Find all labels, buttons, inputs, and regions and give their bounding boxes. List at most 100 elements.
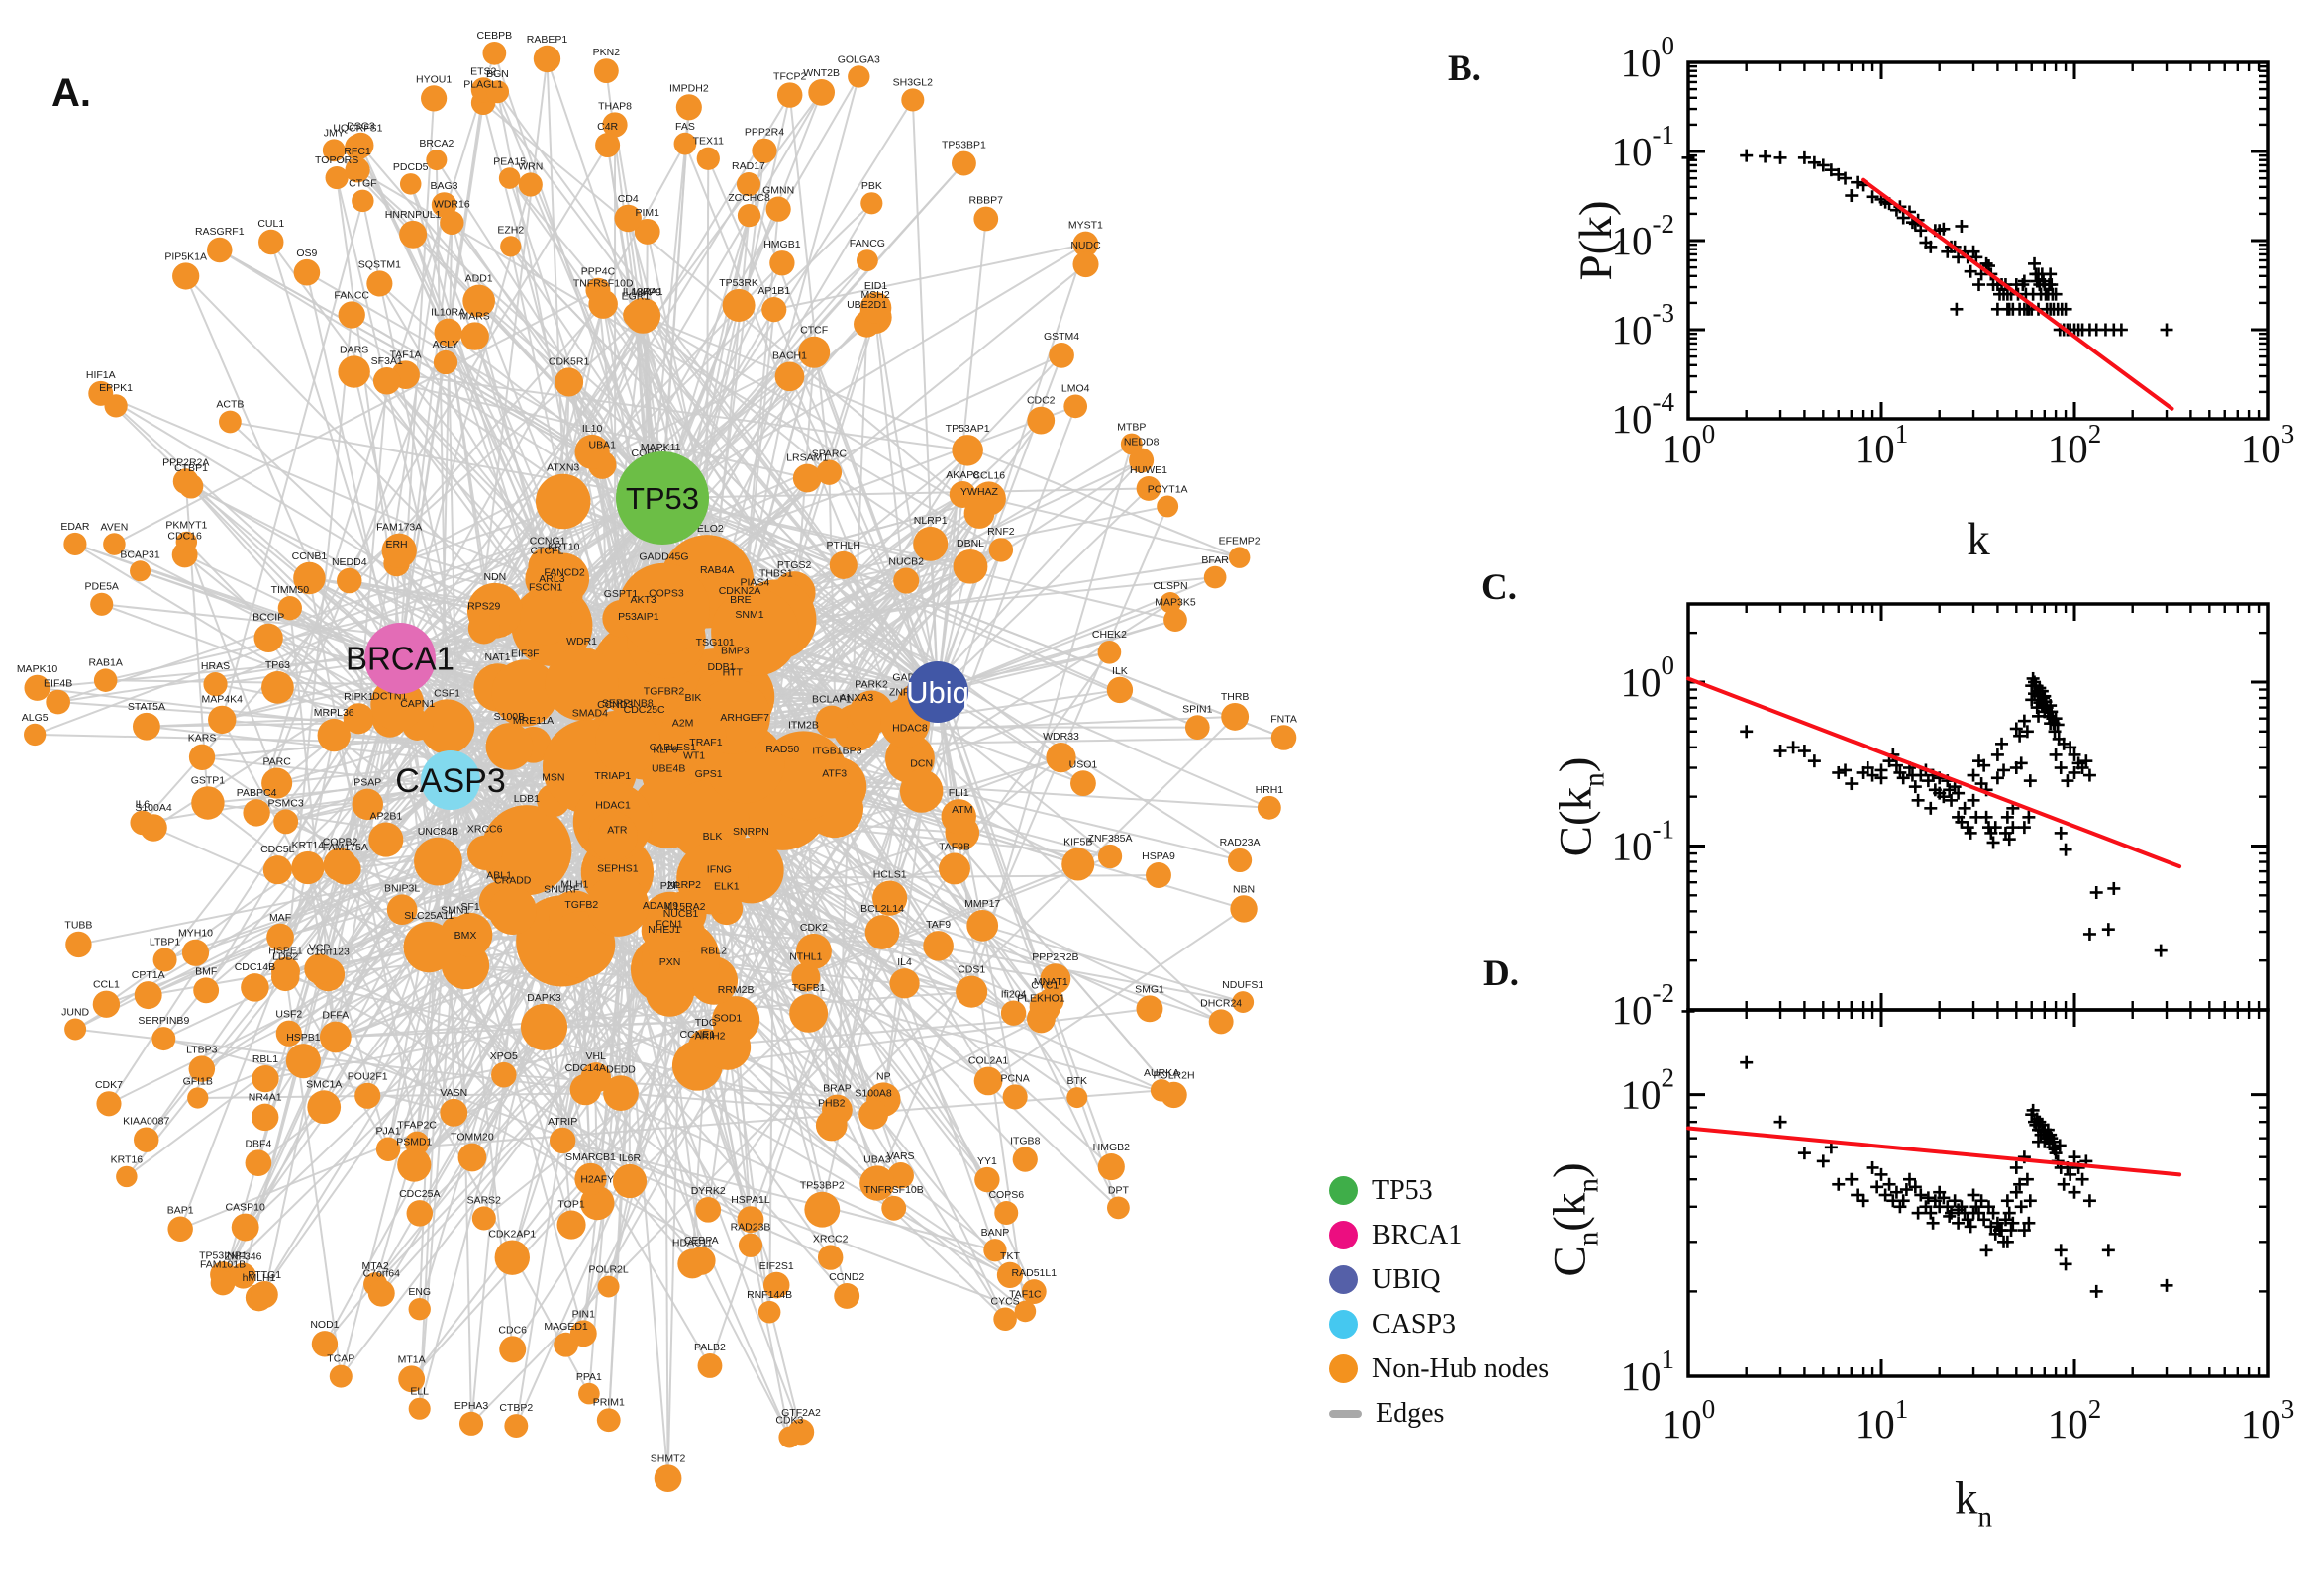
svg-text:ITGB8: ITGB8: [1010, 1135, 1041, 1147]
svg-text:BRE: BRE: [730, 594, 752, 606]
svg-text:TSG101: TSG101: [696, 637, 735, 648]
svg-text:NTHL1: NTHL1: [789, 951, 822, 963]
svg-text:CSF1: CSF1: [434, 687, 460, 699]
svg-text:10-2: 10-2: [1612, 978, 1675, 1033]
svg-text:PPP2R2A: PPP2R2A: [162, 456, 209, 468]
svg-text:DPT: DPT: [1108, 1184, 1130, 1196]
svg-text:SPARC: SPARC: [812, 448, 848, 459]
svg-text:DBF4: DBF4: [245, 1138, 271, 1149]
svg-text:LTBP3: LTBP3: [186, 1044, 217, 1055]
svg-text:EFEMP2: EFEMP2: [1219, 535, 1261, 547]
svg-text:OS9: OS9: [296, 248, 317, 259]
svg-text:ATF3: ATF3: [822, 767, 847, 779]
svg-text:100: 100: [1662, 1394, 1716, 1446]
svg-text:RRM2B: RRM2B: [718, 984, 755, 996]
svg-text:CDC14A: CDC14A: [565, 1062, 606, 1074]
svg-text:NBN: NBN: [1233, 883, 1255, 895]
svg-text:TAF9: TAF9: [926, 919, 951, 931]
legend: TP53 BRCA1 UBIQ CASP3 Non-Hub nodes Edge…: [1329, 1168, 1549, 1436]
svg-text:WNT2B: WNT2B: [803, 67, 840, 79]
svg-text:RNF2: RNF2: [987, 526, 1015, 538]
panel-label-b: B.: [1448, 49, 1481, 89]
svg-text:HRH1: HRH1: [1256, 784, 1284, 796]
svg-text:SQSTM1: SQSTM1: [358, 258, 401, 270]
svg-text:PRIM1: PRIM1: [593, 1396, 625, 1408]
svg-text:ATRIP: ATRIP: [548, 1116, 577, 1128]
svg-text:IL13RA1: IL13RA1: [623, 286, 663, 298]
svg-text:TAF1A: TAF1A: [390, 349, 422, 360]
svg-text:CDC16: CDC16: [167, 530, 202, 542]
svg-text:RAD17: RAD17: [732, 160, 765, 172]
svg-text:WDR33: WDR33: [1043, 731, 1079, 743]
svg-text:RAD50: RAD50: [765, 744, 799, 755]
svg-text:UBE2D1: UBE2D1: [847, 299, 887, 311]
svg-text:NLRP2: NLRP2: [667, 879, 701, 891]
svg-text:IL4: IL4: [897, 956, 912, 968]
svg-text:GSTP1: GSTP1: [191, 774, 226, 786]
svg-text:100: 100: [1662, 419, 1716, 471]
svg-text:PKN2: PKN2: [593, 47, 621, 58]
svg-text:TDG: TDG: [695, 1017, 717, 1029]
svg-text:10-1: 10-1: [1612, 120, 1675, 174]
svg-text:CTCFL: CTCFL: [530, 546, 563, 557]
svg-text:hMLH1: hMLH1: [243, 1272, 276, 1284]
svg-text:CTCF: CTCF: [800, 325, 828, 337]
svg-text:C1orf123: C1orf123: [307, 946, 350, 957]
svg-text:KRT16: KRT16: [111, 1154, 144, 1166]
axis-title-pk: P(k): [1570, 200, 1622, 281]
legend-label: TP53: [1372, 1174, 1433, 1206]
svg-text:EID1: EID1: [864, 280, 888, 292]
svg-text:STAT5A: STAT5A: [128, 701, 165, 713]
svg-text:MYST1: MYST1: [1068, 220, 1103, 232]
svg-text:GSTM4: GSTM4: [1044, 331, 1079, 343]
svg-text:TOPORS: TOPORS: [315, 154, 358, 166]
legend-item-tp53: TP53: [1329, 1168, 1549, 1213]
svg-text:EZH2: EZH2: [497, 224, 524, 236]
svg-text:CDC14B: CDC14B: [235, 961, 275, 973]
svg-text:PTTG1: PTTG1: [248, 1269, 281, 1281]
svg-text:ITGB1BP3: ITGB1BP3: [812, 746, 861, 757]
svg-text:CDS1: CDS1: [958, 964, 985, 976]
svg-text:102: 102: [2048, 419, 2102, 471]
svg-text:H2AFY: H2AFY: [580, 1174, 614, 1186]
axis-title-ckn: C(kn): [1550, 756, 1611, 857]
svg-text:POU2F1: POU2F1: [348, 1071, 388, 1083]
svg-text:CHEK2: CHEK2: [1092, 629, 1127, 641]
svg-text:SMARCB1: SMARCB1: [565, 1151, 616, 1163]
svg-text:ELK1: ELK1: [714, 880, 740, 892]
svg-text:CEBPB: CEBPB: [477, 30, 513, 42]
svg-text:ETS2: ETS2: [470, 65, 496, 77]
svg-text:RBBP7: RBBP7: [969, 195, 1004, 207]
svg-text:MTBP: MTBP: [1117, 422, 1146, 434]
svg-text:FANCD2: FANCD2: [544, 566, 585, 578]
svg-text:MMP17: MMP17: [964, 898, 1000, 910]
svg-text:RFC1: RFC1: [344, 146, 371, 157]
svg-text:HDAC11: HDAC11: [672, 1238, 713, 1249]
svg-text:EGR1: EGR1: [622, 291, 651, 303]
svg-text:DHCR24: DHCR24: [1200, 997, 1242, 1009]
svg-text:103: 103: [2241, 1394, 2295, 1446]
svg-text:ATR: ATR: [607, 824, 628, 836]
svg-text:MAGED1: MAGED1: [544, 1321, 588, 1333]
panel-label-a: A.: [51, 71, 91, 115]
svg-text:DAPK3: DAPK3: [527, 992, 561, 1004]
svg-text:C4R: C4R: [597, 121, 618, 133]
legend-item-edges: Edges: [1329, 1391, 1549, 1436]
svg-text:TNFRSF10B: TNFRSF10B: [864, 1184, 924, 1196]
svg-text:LMO4: LMO4: [1061, 383, 1090, 395]
svg-text:JMY: JMY: [324, 127, 345, 139]
svg-text:P53AIP1: P53AIP1: [618, 611, 659, 623]
svg-text:LDB1: LDB1: [514, 793, 540, 805]
brca1-swatch-icon: [1329, 1221, 1358, 1249]
svg-text:ALG5: ALG5: [22, 712, 49, 724]
legend-label: UBIQ: [1372, 1263, 1441, 1295]
svg-text:ELL: ELL: [410, 1386, 429, 1398]
svg-text:VASN: VASN: [440, 1087, 467, 1099]
svg-text:PTHLH: PTHLH: [827, 540, 860, 551]
svg-text:ATM: ATM: [952, 804, 972, 816]
svg-text:IL10: IL10: [582, 423, 603, 435]
svg-text:MSH2: MSH2: [861, 289, 890, 301]
svg-text:KRT14: KRT14: [292, 840, 325, 851]
